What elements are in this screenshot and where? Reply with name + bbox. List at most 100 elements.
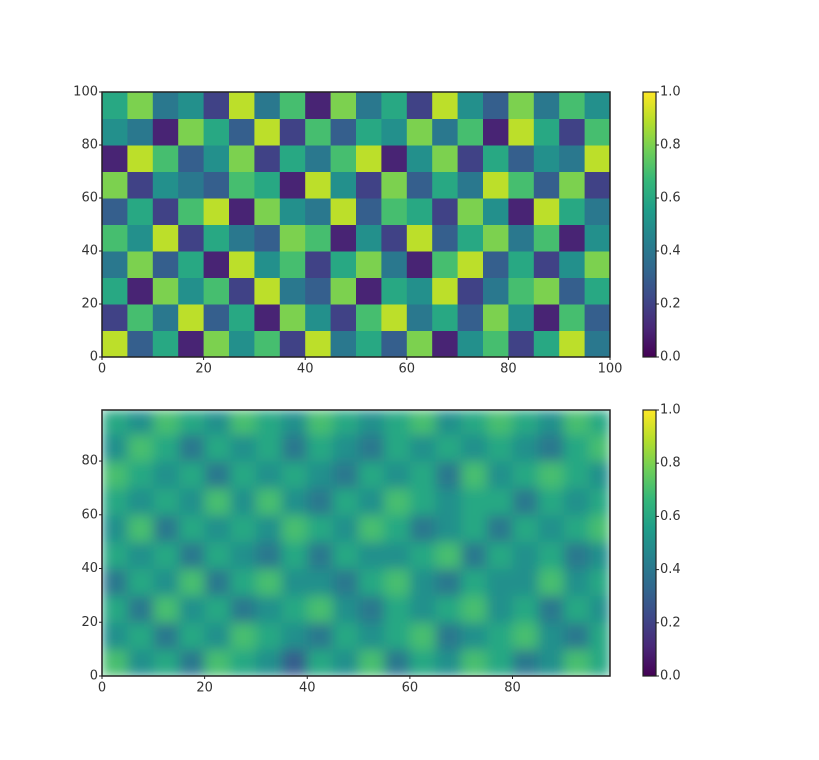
cell bbox=[584, 251, 610, 278]
cell bbox=[356, 145, 382, 172]
cell bbox=[153, 568, 180, 596]
x-tick-label: 80 bbox=[500, 362, 517, 377]
y-tick-label: 100 bbox=[73, 85, 98, 100]
cell bbox=[178, 198, 205, 225]
cell bbox=[508, 224, 535, 252]
cell bbox=[457, 145, 484, 172]
cell bbox=[461, 541, 488, 570]
cell bbox=[152, 118, 179, 146]
cell bbox=[461, 622, 488, 650]
x-tick-label: 60 bbox=[402, 681, 419, 696]
cell bbox=[203, 92, 230, 119]
cell bbox=[486, 622, 514, 650]
cell bbox=[127, 224, 154, 252]
cell bbox=[457, 198, 484, 225]
cell bbox=[203, 118, 230, 146]
cell bbox=[332, 434, 360, 462]
cell bbox=[307, 514, 334, 543]
cell bbox=[332, 622, 360, 650]
cell bbox=[533, 92, 560, 119]
cell bbox=[559, 198, 586, 225]
cell bbox=[533, 224, 560, 252]
cell bbox=[432, 92, 459, 119]
cell bbox=[356, 304, 382, 331]
x-tick-label: 0 bbox=[98, 362, 106, 377]
cell bbox=[508, 251, 535, 278]
cell bbox=[457, 92, 484, 119]
cell bbox=[563, 487, 590, 516]
cell bbox=[486, 487, 514, 516]
cell bbox=[127, 487, 154, 516]
cell bbox=[381, 304, 408, 331]
cell bbox=[358, 568, 385, 596]
cell bbox=[406, 277, 433, 305]
cell bbox=[358, 622, 385, 650]
cell bbox=[279, 330, 306, 357]
cell bbox=[533, 171, 560, 199]
cell bbox=[483, 224, 509, 252]
x-tick-label: 40 bbox=[299, 681, 316, 696]
cell bbox=[279, 92, 306, 119]
cell bbox=[102, 568, 129, 596]
cell bbox=[384, 514, 411, 543]
y-tick-label: 60 bbox=[81, 191, 98, 206]
cell bbox=[461, 514, 488, 543]
cell bbox=[279, 145, 306, 172]
cell bbox=[102, 434, 129, 462]
cell bbox=[255, 410, 283, 435]
cell bbox=[102, 410, 129, 435]
cell bbox=[178, 649, 206, 676]
cell bbox=[307, 568, 334, 596]
cell bbox=[538, 434, 565, 462]
cell bbox=[330, 277, 357, 305]
cell bbox=[102, 92, 128, 119]
cell bbox=[255, 595, 283, 623]
cell bbox=[204, 461, 231, 489]
x-tick-label: 20 bbox=[195, 362, 212, 377]
cell bbox=[435, 568, 462, 596]
cell bbox=[332, 410, 360, 435]
cell bbox=[589, 434, 610, 462]
cell bbox=[538, 649, 565, 676]
cell bbox=[384, 434, 411, 462]
cell bbox=[255, 514, 283, 543]
cell bbox=[508, 277, 535, 305]
colorbar-tick-label: 0.2 bbox=[660, 615, 681, 630]
cell bbox=[406, 171, 433, 199]
cell bbox=[358, 649, 385, 676]
cell bbox=[204, 649, 231, 676]
x-tick-label: 80 bbox=[504, 681, 521, 696]
cell bbox=[127, 410, 154, 435]
cell bbox=[307, 434, 334, 462]
cell bbox=[127, 514, 154, 543]
cell bbox=[533, 251, 560, 278]
cell bbox=[435, 622, 462, 650]
cell bbox=[356, 277, 382, 305]
cell bbox=[483, 118, 509, 146]
cell bbox=[230, 514, 257, 543]
cell bbox=[486, 595, 514, 623]
cell bbox=[563, 410, 590, 435]
cell bbox=[435, 595, 462, 623]
cell bbox=[127, 595, 154, 623]
cell bbox=[255, 622, 283, 650]
cell bbox=[512, 649, 539, 676]
cell bbox=[203, 198, 230, 225]
cell bbox=[254, 277, 281, 305]
cell bbox=[203, 330, 230, 357]
cell bbox=[153, 541, 180, 570]
cell bbox=[307, 595, 334, 623]
cell bbox=[279, 251, 306, 278]
cell bbox=[305, 92, 332, 119]
x-tick-label: 20 bbox=[196, 681, 213, 696]
cell bbox=[559, 251, 586, 278]
cell bbox=[356, 92, 382, 119]
cell bbox=[178, 461, 206, 489]
cell bbox=[330, 145, 357, 172]
cell bbox=[178, 487, 206, 516]
cell bbox=[178, 434, 206, 462]
cell bbox=[584, 198, 610, 225]
y-tick-label: 40 bbox=[81, 244, 98, 259]
cell bbox=[432, 145, 459, 172]
cell bbox=[356, 118, 382, 146]
